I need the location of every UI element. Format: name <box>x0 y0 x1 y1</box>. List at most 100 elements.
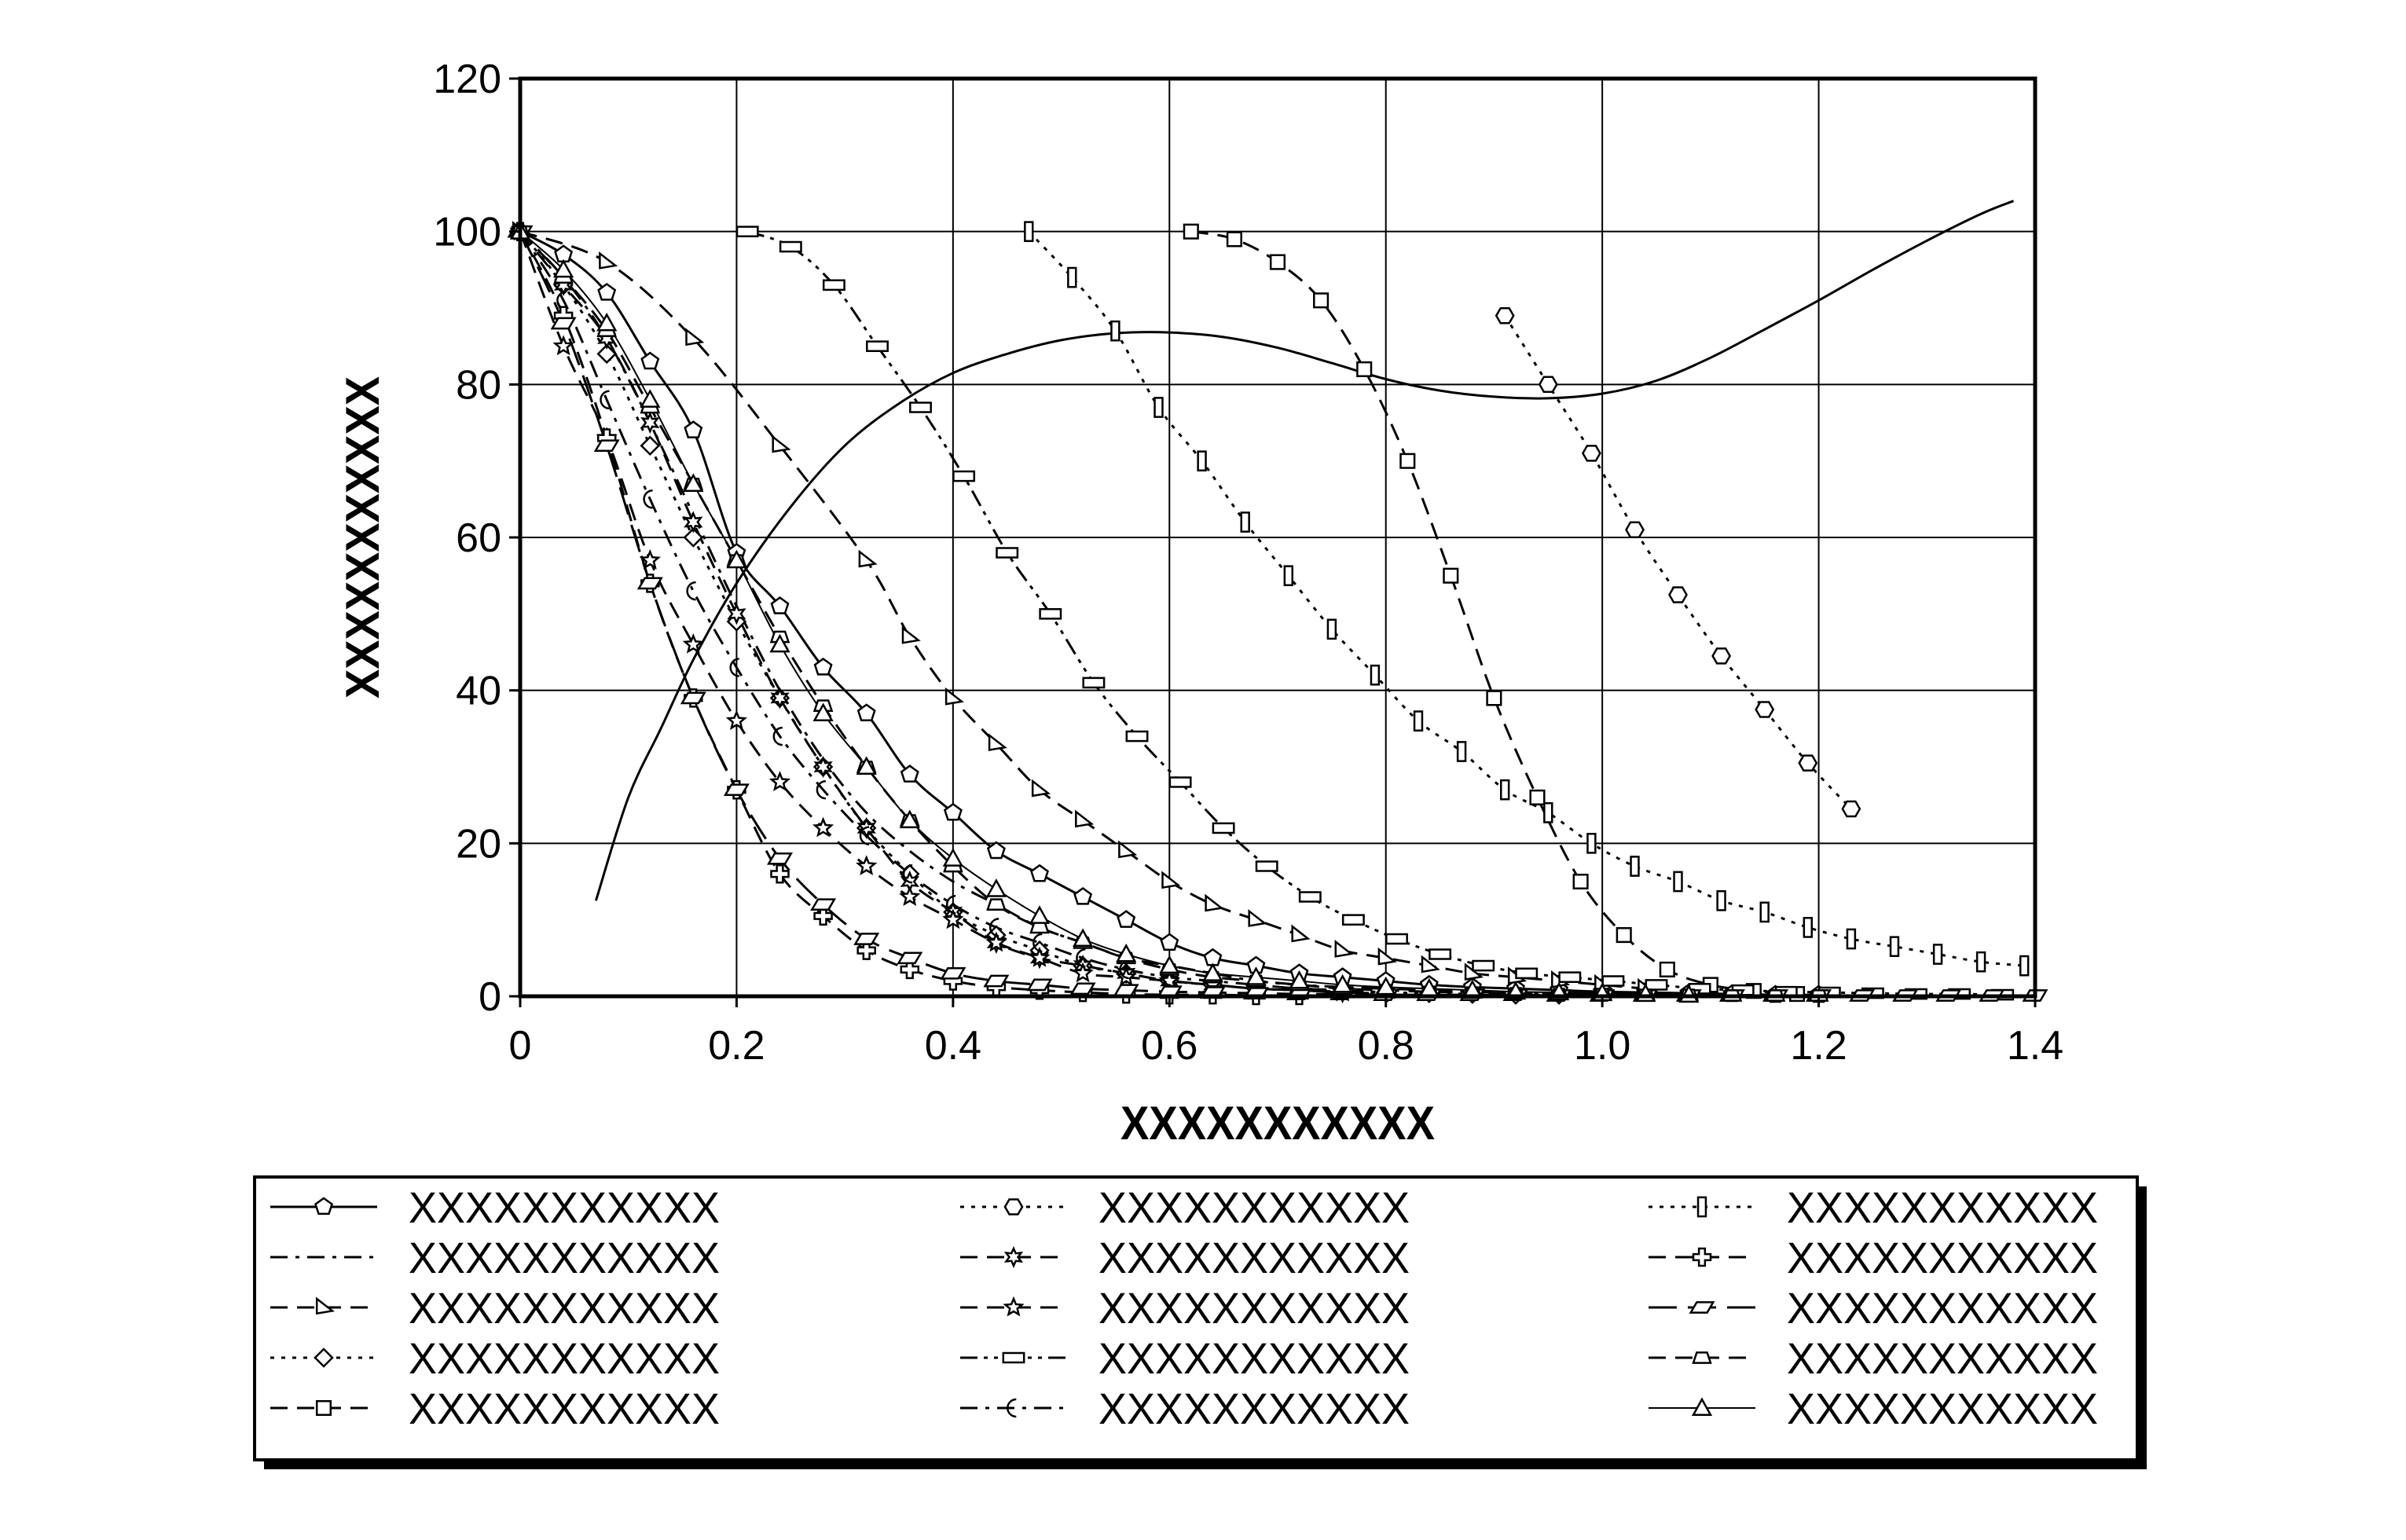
x-axis-ticks: 0 0.2 0.4 0.6 0.8 1.0 1.2 1.4 <box>509 996 2063 1069</box>
data-point <box>640 389 661 408</box>
data-point <box>853 933 880 945</box>
legend-marker <box>1689 1301 1715 1314</box>
data-point <box>1159 955 1180 974</box>
data-point <box>727 603 746 625</box>
data-point <box>813 906 833 926</box>
legend-marker <box>1692 1247 1712 1267</box>
data-point <box>1245 966 1267 985</box>
data-point <box>1499 779 1510 801</box>
data-point <box>593 439 620 453</box>
series-line-3 <box>520 230 1560 996</box>
legend-marker <box>315 1399 332 1417</box>
data-point <box>640 351 660 370</box>
data-point <box>2019 955 2030 977</box>
data-point <box>770 687 790 710</box>
data-point <box>683 527 704 548</box>
data-point <box>1341 914 1365 926</box>
data-point <box>1975 951 1986 973</box>
series-line-1 <box>520 230 1733 996</box>
data-point <box>1029 905 1051 924</box>
y-tick-label: 20 <box>456 821 501 867</box>
data-point <box>1072 928 1094 948</box>
data-point <box>1205 893 1224 912</box>
data-point <box>1024 221 1034 243</box>
data-point <box>856 855 878 876</box>
data-point <box>725 710 748 731</box>
data-point <box>1716 889 1726 911</box>
data-point <box>1255 860 1278 872</box>
data-point <box>856 940 876 960</box>
data-point <box>822 279 845 292</box>
data-point <box>552 335 574 356</box>
data-point <box>1332 974 1353 993</box>
data-point <box>1798 754 1818 772</box>
series-lines <box>520 200 2035 996</box>
legend-label: XXXXXXXXXXX <box>409 1384 720 1433</box>
data-point <box>813 657 833 676</box>
data-point <box>1515 967 1539 980</box>
data-point <box>1039 607 1062 620</box>
data-point <box>643 490 653 509</box>
data-point <box>735 226 759 238</box>
legend: XXXXXXXXXXXXXXXXXXXXXXXXXXXXXXXXXXXXXXXX… <box>253 1175 2147 1469</box>
legend-item: XXXXXXXXXXX <box>270 1233 720 1282</box>
data-point <box>686 581 696 601</box>
data-point <box>1026 978 1053 992</box>
y-tick-label: 100 <box>433 210 501 255</box>
data-point <box>1248 909 1267 927</box>
data-point <box>986 841 1006 860</box>
data-point <box>1283 565 1294 587</box>
series-line-4 <box>1190 230 1798 996</box>
data-point <box>1370 664 1381 686</box>
data-point <box>900 764 919 783</box>
data-point <box>770 864 790 884</box>
data-point <box>779 240 802 253</box>
legend-label: XXXXXXXXXXX <box>1787 1182 2098 1232</box>
data-point <box>1759 901 1770 923</box>
legend-item: XXXXXXXXXXX <box>270 1283 720 1333</box>
data-point <box>768 771 791 792</box>
data-point <box>1117 910 1136 928</box>
data-point <box>1755 701 1775 718</box>
data-point <box>1334 940 1354 958</box>
data-point <box>1846 928 1857 950</box>
legend-label: XXXXXXXXXXX <box>409 1182 720 1232</box>
data-point <box>810 898 837 911</box>
data-point <box>684 420 703 438</box>
data-point <box>1711 647 1732 665</box>
data-point <box>1072 962 1094 983</box>
data-point <box>1289 970 1310 989</box>
legend-item: XXXXXXXXXXX <box>270 1333 720 1383</box>
series-line-2 <box>520 230 1646 990</box>
data-point <box>1029 947 1051 967</box>
x-tick-label: 1.2 <box>1790 1023 1847 1069</box>
data-point <box>1443 567 1459 584</box>
data-point <box>858 549 878 568</box>
data-point <box>1115 966 1137 987</box>
data-point <box>1456 741 1467 762</box>
data-point <box>909 402 932 413</box>
data-point <box>983 974 1010 988</box>
data-point <box>1291 924 1311 943</box>
data-point <box>1202 962 1223 981</box>
legend-label: XXXXXXXXXXX <box>1098 1283 1410 1333</box>
data-point <box>639 548 661 570</box>
y-tick-label: 40 <box>456 669 501 714</box>
data-point <box>1168 776 1192 788</box>
data-point <box>636 577 663 590</box>
data-point <box>813 755 833 779</box>
data-point <box>856 703 876 722</box>
data-point <box>1645 979 1668 991</box>
data-point <box>996 547 1019 559</box>
data-point <box>1313 292 1330 309</box>
data-point <box>1586 832 1597 854</box>
data-point <box>729 658 739 677</box>
data-point <box>1377 947 1397 966</box>
data-point <box>640 435 661 456</box>
series-line-12 <box>520 231 2035 996</box>
data-point <box>940 966 966 980</box>
data-point <box>1240 512 1250 533</box>
series-line-15 <box>594 200 2015 901</box>
data-point <box>1616 927 1632 944</box>
